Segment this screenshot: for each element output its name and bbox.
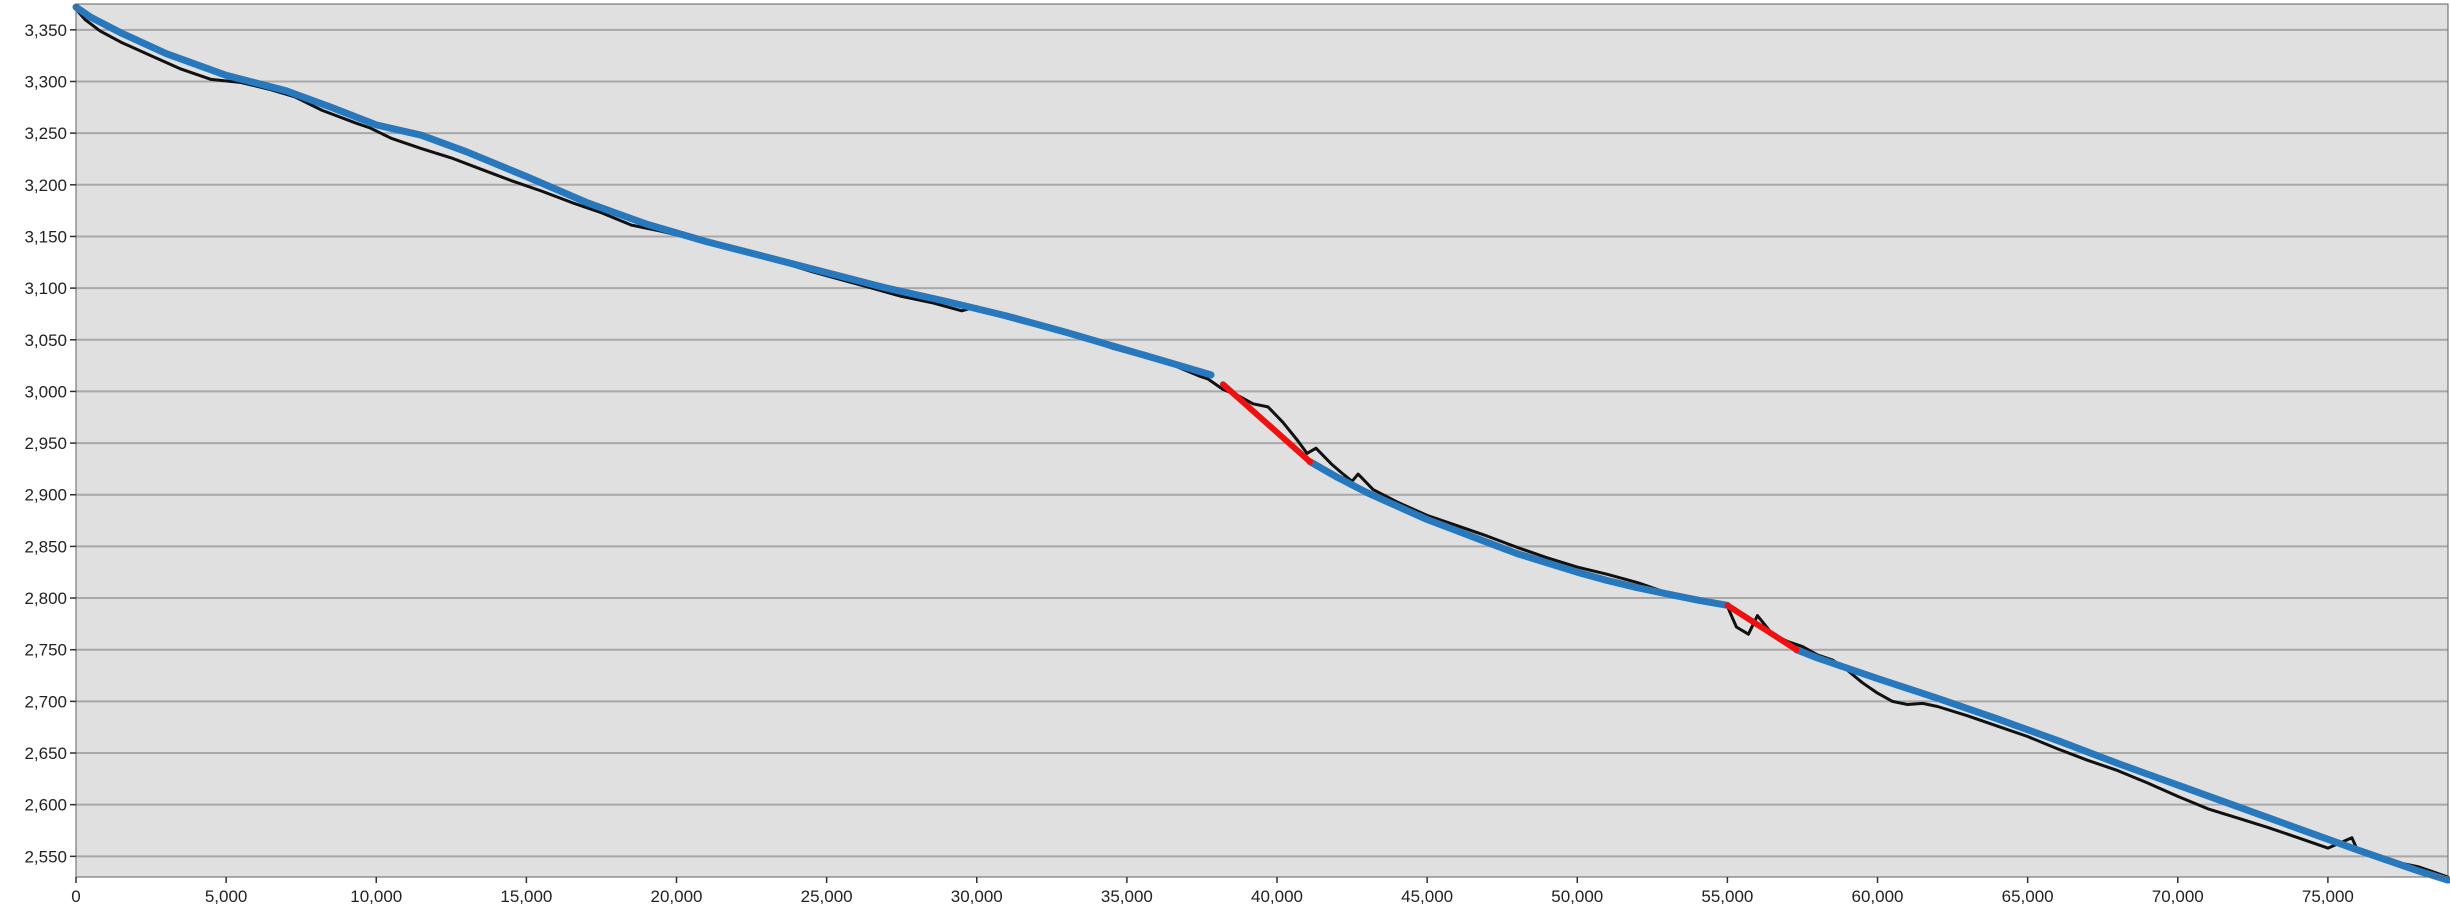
x-tick-label: 65,000	[2002, 887, 2054, 904]
x-tick-label: 0	[71, 887, 80, 904]
y-tick-label: 3,350	[24, 21, 67, 40]
series-line-fit-3	[1306, 458, 1731, 609]
y-tick-label: 2,800	[24, 589, 67, 608]
x-tick-label: 50,000	[1551, 887, 1603, 904]
x-tick-label: 10,000	[350, 887, 402, 904]
series-line-fit-1	[72, 3, 1215, 379]
y-tick-label: 3,150	[24, 227, 67, 246]
x-tick-label: 40,000	[1251, 887, 1303, 904]
x-tick-label: 35,000	[1101, 887, 1153, 904]
series-line-fit-5	[1793, 646, 2450, 884]
series-line-raw-0	[74, 7, 2450, 879]
y-tick-label: 3,050	[24, 331, 67, 350]
x-tick-label: 75,000	[2302, 887, 2354, 904]
series-line-segment-4	[1724, 602, 1800, 653]
y-tick-label: 2,750	[24, 641, 67, 660]
y-tick-label: 3,300	[24, 72, 67, 91]
series-group	[72, 3, 2450, 884]
x-tick-label: 30,000	[951, 887, 1003, 904]
y-tick-label: 2,700	[24, 692, 67, 711]
plot-border	[75, 3, 2449, 878]
axes: 2,550 2,600 2,650 2,700 2,750 2,800 2,850 2,900…	[24, 21, 2354, 906]
series-line-segment-2	[1220, 381, 1313, 465]
x-tick-label: 5,000	[205, 887, 248, 904]
x-tick-label: 55,000	[1701, 887, 1753, 904]
gridlines	[76, 28, 2448, 858]
y-tick-label: 2,950	[24, 434, 67, 453]
y-tick-label: 2,900	[24, 486, 67, 505]
x-tick-label: 60,000	[1852, 887, 1904, 904]
y-tick-label: 2,650	[24, 744, 67, 763]
y-tick-label: 3,250	[24, 124, 67, 143]
x-tick-label: 25,000	[801, 887, 853, 904]
x-tick-label: 15,000	[500, 887, 552, 904]
y-tick-label: 3,100	[24, 279, 67, 298]
x-tick-label: 20,000	[651, 887, 703, 904]
x-tick-label: 45,000	[1401, 887, 1453, 904]
y-tick-label: 3,000	[24, 382, 67, 401]
y-tick-label: 2,850	[24, 537, 67, 556]
plot-background	[76, 4, 2448, 877]
y-tick-label: 3,200	[24, 176, 67, 195]
y-tick-label: 2,550	[24, 847, 67, 866]
x-tick-label: 70,000	[2152, 887, 2204, 904]
y-tick-label: 2,600	[24, 796, 67, 815]
